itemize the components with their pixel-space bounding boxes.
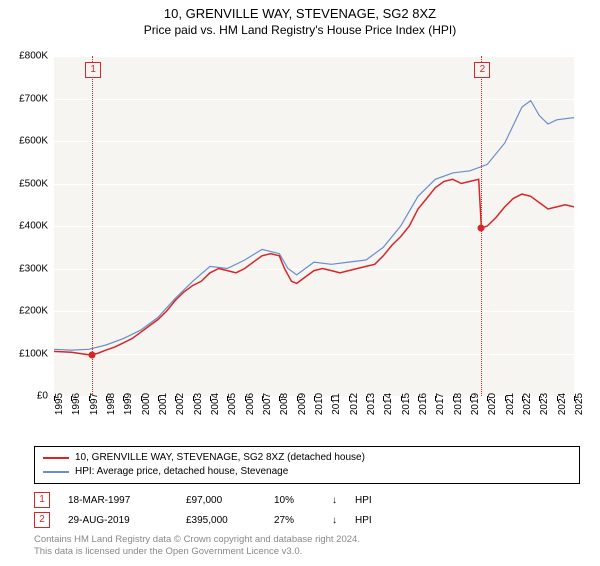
event-marker-box: 2 (474, 62, 490, 78)
legend-label: 10, GRENVILLE WAY, STEVENAGE, SG2 8XZ (d… (75, 451, 365, 465)
y-tick-label: £200K (19, 306, 48, 317)
event-pct: 10% (274, 495, 314, 506)
plot-area: 12 (54, 56, 574, 396)
x-tick-label: 2022 (522, 393, 533, 415)
y-tick-label: £700K (19, 93, 48, 104)
x-tick-label: 2013 (366, 393, 377, 415)
y-tick-label: £600K (19, 136, 48, 147)
x-tick-label: 1997 (89, 393, 100, 415)
x-tick-label: 2016 (418, 393, 429, 415)
x-tick-label: 1999 (123, 393, 134, 415)
copyright: Contains HM Land Registry data © Crown c… (34, 534, 580, 559)
x-tick-label: 2014 (383, 393, 394, 415)
x-tick-label: 2018 (453, 393, 464, 415)
x-tick-label: 2008 (279, 393, 290, 415)
y-tick-label: £400K (19, 221, 48, 232)
x-tick-label: 2015 (401, 393, 412, 415)
x-tick-label: 2010 (314, 393, 325, 415)
event-direction-icon: ↓ (332, 495, 337, 506)
x-tick-label: 2007 (262, 393, 273, 415)
x-tick-label: 2005 (227, 393, 238, 415)
x-tick-label: 2017 (435, 393, 446, 415)
x-tick-label: 2023 (539, 393, 550, 415)
x-tick-label: 2003 (193, 393, 204, 415)
x-tick-label: 2021 (505, 393, 516, 415)
legend-row: 10, GRENVILLE WAY, STEVENAGE, SG2 8XZ (d… (43, 451, 571, 465)
x-tick-label: 2019 (470, 393, 481, 415)
x-tick-label: 2002 (175, 393, 186, 415)
series-line (54, 179, 574, 354)
x-tick-label: 1998 (106, 393, 117, 415)
event-date: 29-AUG-2019 (68, 515, 168, 526)
legend-row: HPI: Average price, detached house, Stev… (43, 465, 571, 479)
event-vs: HPI (355, 515, 372, 526)
legend: 10, GRENVILLE WAY, STEVENAGE, SG2 8XZ (d… (34, 446, 580, 484)
y-tick-label: £500K (19, 178, 48, 189)
x-tick-label: 2006 (245, 393, 256, 415)
event-number: 2 (34, 512, 50, 528)
event-row: 1 18-MAR-1997 £97,000 10% ↓ HPI (34, 492, 580, 508)
x-tick-label: 2009 (297, 393, 308, 415)
x-tick-label: 2020 (487, 393, 498, 415)
x-tick-label: 1995 (54, 393, 65, 415)
series-line (54, 101, 574, 351)
legend-swatch (43, 471, 69, 473)
y-tick-label: £300K (19, 263, 48, 274)
event-vs: HPI (355, 495, 372, 506)
sale-marker (478, 225, 485, 232)
event-marker-box: 1 (85, 62, 101, 78)
x-tick-label: 2011 (331, 393, 342, 415)
event-pct: 27% (274, 515, 314, 526)
event-date: 18-MAR-1997 (68, 495, 168, 506)
event-price: £97,000 (186, 495, 256, 506)
event-vline (92, 56, 93, 396)
x-tick-label: 2004 (210, 393, 221, 415)
y-axis: £0£100K£200K£300K£400K£500K£600K£700K£80… (0, 56, 54, 396)
chart-subtitle: Price paid vs. HM Land Registry's House … (0, 23, 600, 37)
x-tick-label: 2012 (349, 393, 360, 415)
event-number: 1 (34, 492, 50, 508)
copyright-line: Contains HM Land Registry data © Crown c… (34, 534, 580, 546)
line-series-svg (54, 56, 574, 396)
chart-title: 10, GRENVILLE WAY, STEVENAGE, SG2 8XZ (0, 6, 600, 21)
y-tick-label: £100K (19, 348, 48, 359)
event-price: £395,000 (186, 515, 256, 526)
legend-swatch (43, 457, 69, 459)
event-row: 2 29-AUG-2019 £395,000 27% ↓ HPI (34, 512, 580, 528)
x-tick-label: 2001 (158, 393, 169, 415)
x-tick-label: 2025 (574, 393, 585, 415)
y-tick-label: £0 (37, 391, 48, 402)
y-tick-label: £800K (19, 51, 48, 62)
sale-marker (89, 351, 96, 358)
x-axis: 1995 1996 1997 1998 1999 2000 2001 2002 2003 2004… (54, 396, 574, 446)
event-direction-icon: ↓ (332, 515, 337, 526)
x-tick-label: 1996 (71, 393, 82, 415)
copyright-line: This data is licensed under the Open Gov… (34, 546, 580, 558)
x-tick-label: 2024 (557, 393, 568, 415)
event-table: 1 18-MAR-1997 £97,000 10% ↓ HPI 2 29-AUG-2019 £3… (34, 492, 580, 528)
legend-label: HPI: Average price, detached house, Stev… (75, 465, 288, 479)
x-tick-label: 2000 (141, 393, 152, 415)
